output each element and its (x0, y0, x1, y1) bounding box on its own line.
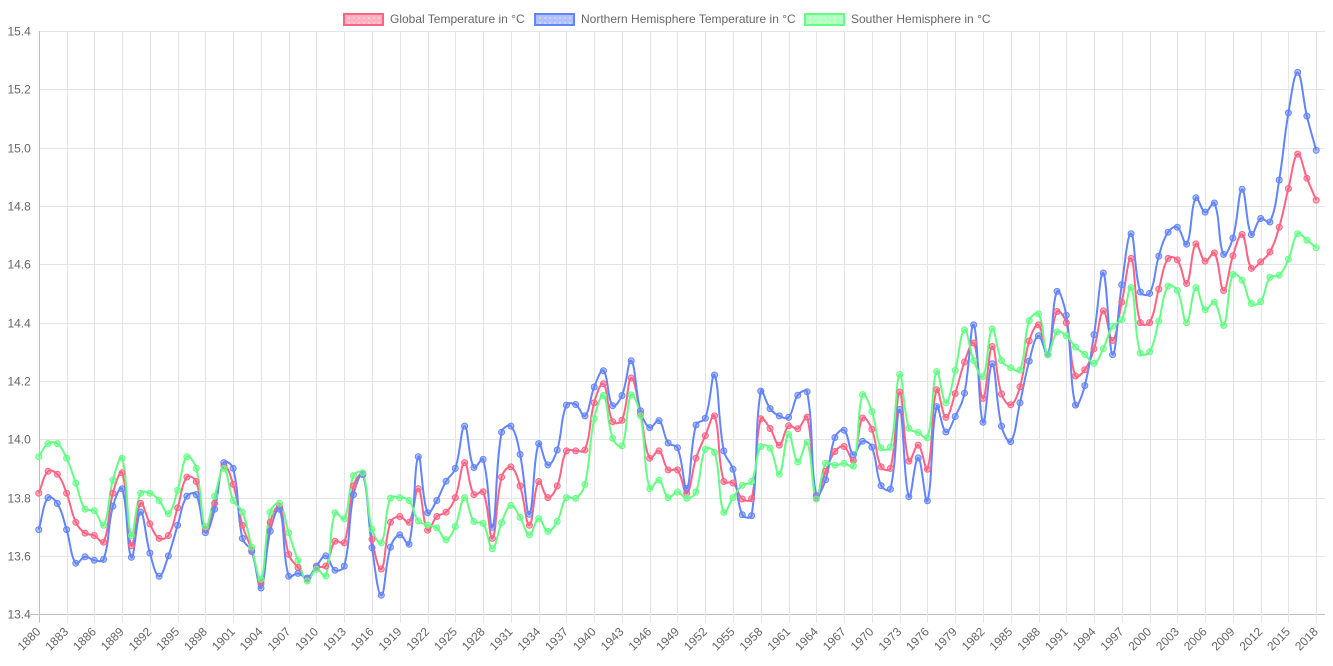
svg-text:2003: 2003 (1153, 624, 1182, 653)
svg-text:1958: 1958 (737, 624, 766, 653)
svg-text:1889: 1889 (98, 624, 127, 653)
svg-text:15.2: 15.2 (7, 83, 31, 97)
svg-text:1952: 1952 (681, 624, 710, 653)
svg-text:2018: 2018 (1292, 624, 1321, 653)
svg-text:1883: 1883 (42, 624, 71, 653)
svg-text:1985: 1985 (987, 624, 1016, 653)
svg-text:1937: 1937 (542, 624, 571, 653)
svg-text:15.4: 15.4 (7, 25, 31, 39)
svg-text:14.6: 14.6 (7, 258, 31, 272)
svg-text:1961: 1961 (764, 624, 793, 653)
svg-text:1916: 1916 (348, 624, 377, 653)
svg-text:1979: 1979 (931, 624, 960, 653)
svg-text:2006: 2006 (1181, 624, 1210, 653)
svg-text:1919: 1919 (376, 624, 405, 653)
svg-text:1913: 1913 (320, 624, 349, 653)
svg-text:2009: 2009 (1209, 624, 1238, 653)
svg-text:1970: 1970 (848, 624, 877, 653)
svg-text:1940: 1940 (570, 624, 599, 653)
svg-text:13.8: 13.8 (7, 492, 31, 506)
svg-text:1886: 1886 (70, 624, 99, 653)
svg-text:1910: 1910 (292, 624, 321, 653)
svg-text:1991: 1991 (1042, 624, 1071, 653)
svg-text:1943: 1943 (598, 624, 627, 653)
svg-text:1922: 1922 (403, 624, 432, 653)
svg-text:2015: 2015 (1264, 624, 1293, 653)
svg-text:1973: 1973 (876, 624, 905, 653)
svg-text:1988: 1988 (1014, 624, 1043, 653)
svg-text:1898: 1898 (181, 624, 210, 653)
svg-text:1895: 1895 (153, 624, 182, 653)
svg-text:1934: 1934 (515, 624, 544, 653)
svg-text:14.2: 14.2 (7, 375, 31, 389)
svg-text:1982: 1982 (959, 624, 988, 653)
svg-text:15.0: 15.0 (7, 142, 31, 156)
svg-text:14.0: 14.0 (7, 433, 31, 447)
svg-text:1949: 1949 (653, 624, 682, 653)
svg-text:1994: 1994 (1070, 624, 1099, 653)
svg-text:13.4: 13.4 (7, 608, 31, 622)
svg-text:1997: 1997 (1098, 624, 1127, 653)
svg-text:1976: 1976 (903, 624, 932, 653)
svg-text:1931: 1931 (487, 624, 516, 653)
svg-text:1925: 1925 (431, 624, 460, 653)
svg-text:1967: 1967 (820, 624, 849, 653)
svg-text:1880: 1880 (15, 624, 44, 653)
svg-text:1907: 1907 (265, 624, 294, 653)
svg-text:1901: 1901 (209, 624, 238, 653)
svg-text:1946: 1946 (626, 624, 655, 653)
svg-text:2012: 2012 (1237, 624, 1266, 653)
svg-text:14.4: 14.4 (7, 317, 31, 331)
svg-text:1955: 1955 (709, 624, 738, 653)
svg-text:1928: 1928 (459, 624, 488, 653)
svg-text:2000: 2000 (1125, 624, 1154, 653)
svg-text:14.8: 14.8 (7, 200, 31, 214)
svg-text:1892: 1892 (126, 624, 155, 653)
svg-text:13.6: 13.6 (7, 550, 31, 564)
svg-text:1964: 1964 (792, 624, 821, 653)
svg-text:1904: 1904 (237, 624, 266, 653)
